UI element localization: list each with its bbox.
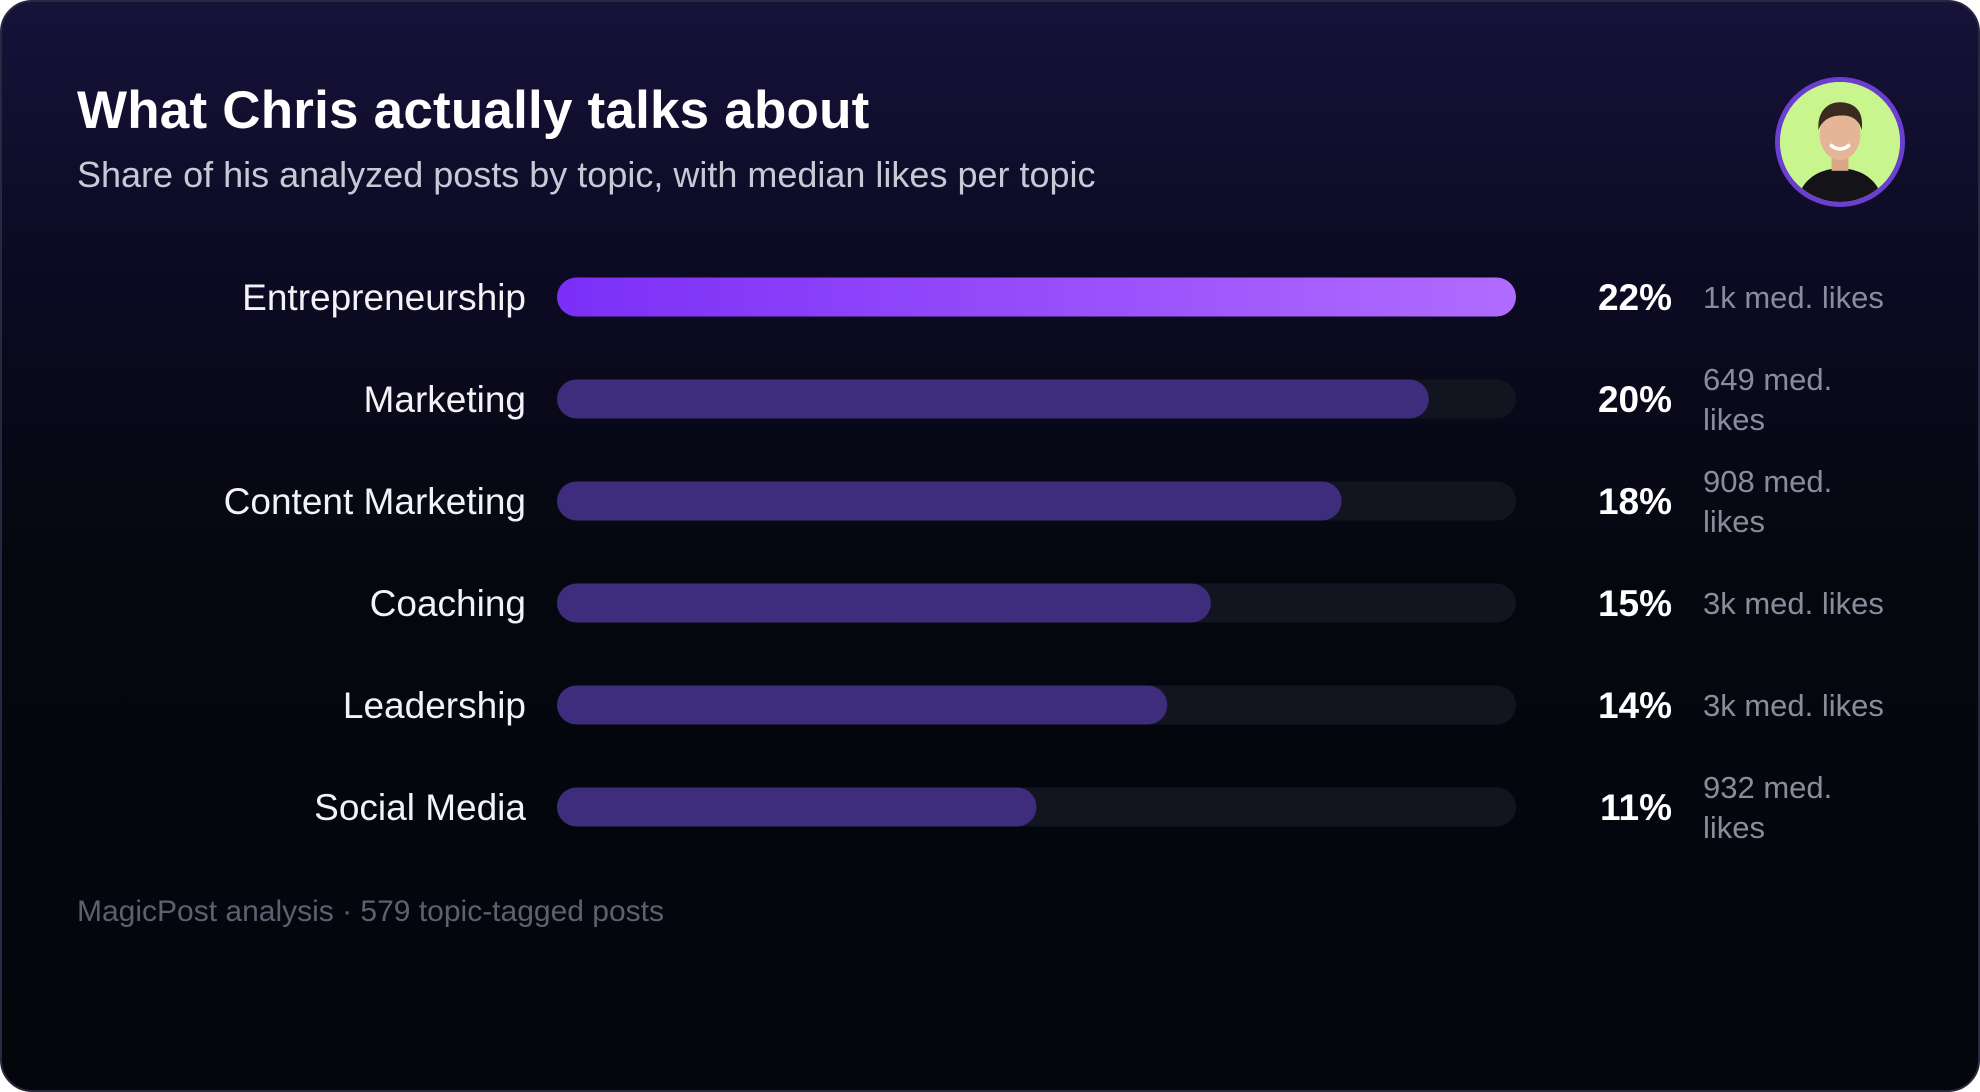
bar [557, 685, 1168, 725]
value-label: 11% [1600, 787, 1672, 828]
category-label: Leadership [343, 685, 526, 726]
bar [557, 277, 1516, 317]
value-label: 18% [1598, 481, 1672, 522]
median-likes-label: 3k med. likes [1703, 586, 1884, 621]
topic-bar-chart: Entrepreneurship 22% 1k med. likes Marketin… [224, 277, 1884, 845]
category-label: Entrepreneurship [242, 277, 526, 318]
profile-avatar [1775, 77, 1905, 207]
bar [557, 787, 1037, 827]
category-label: Coaching [370, 583, 526, 624]
category-label: Marketing [364, 379, 526, 420]
category-label: Content Marketing [224, 481, 526, 522]
median-likes-label: 932 med. likes [1703, 770, 1832, 845]
chart-title: What Chris actually talks about [77, 81, 870, 140]
median-likes-label: 3k med. likes [1703, 688, 1884, 723]
chart-subtitle: Share of his analyzed posts by topic, wi… [77, 154, 1096, 195]
value-label: 20% [1598, 379, 1672, 420]
bar [557, 481, 1342, 521]
person-icon [1780, 82, 1900, 202]
category-label: Social Media [314, 787, 526, 828]
median-likes-label: 649 med. likes [1703, 362, 1832, 437]
bar [557, 583, 1211, 623]
value-label: 14% [1598, 685, 1672, 726]
source-footnote: MagicPost analysis · 579 topic-tagged po… [77, 895, 664, 928]
median-likes-label: 1k med. likes [1703, 280, 1884, 315]
bar [557, 379, 1429, 419]
value-label: 22% [1598, 277, 1672, 318]
median-likes-label: 908 med. likes [1703, 464, 1832, 539]
value-label: 15% [1598, 583, 1672, 624]
